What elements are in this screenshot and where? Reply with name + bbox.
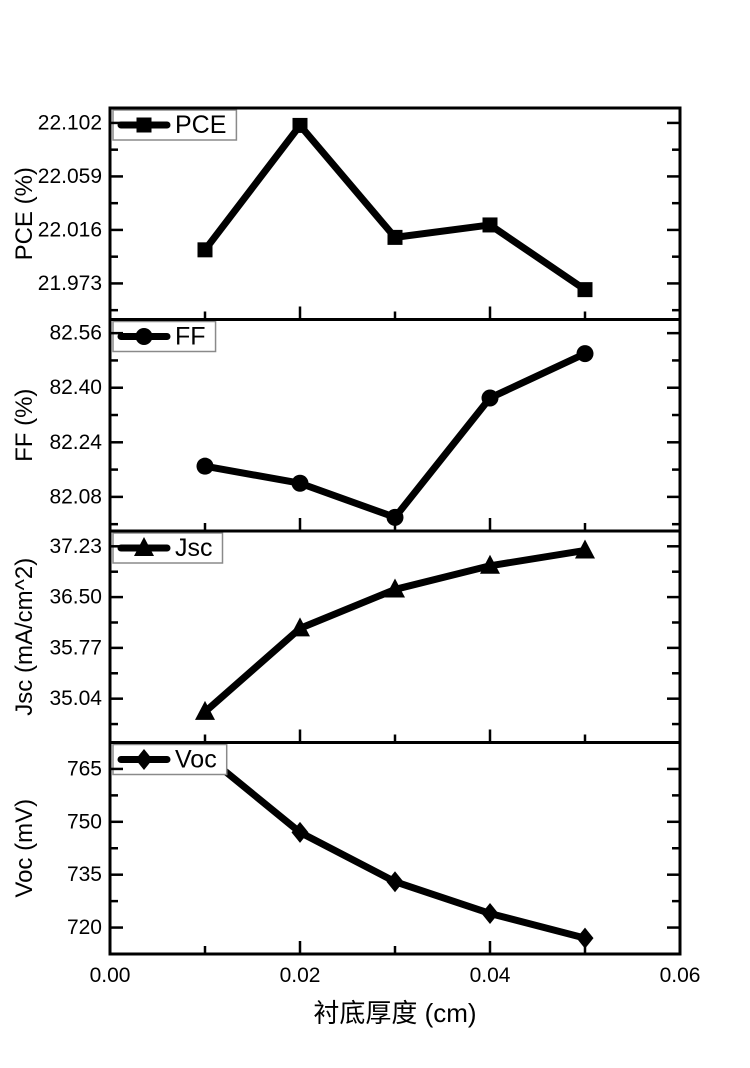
- jsc-data-point: [290, 617, 310, 637]
- jsc-legend-marker: [134, 537, 154, 556]
- pce-data-point: [387, 229, 403, 245]
- jsc-data-point: [480, 554, 500, 574]
- jsc-legend-label: Jsc: [175, 534, 213, 562]
- x-axis-title: 衬底厚度 (cm): [313, 998, 476, 1028]
- voc-legend: Voc: [112, 743, 228, 776]
- jsc-y-tick-label: 35.04: [49, 687, 102, 710]
- ff-legend: FF: [112, 320, 217, 353]
- ff-data-point: [386, 508, 404, 526]
- pce-data-point: [292, 117, 308, 133]
- ff-data-point: [481, 389, 499, 407]
- pce-axis-title: PCE (%): [11, 167, 38, 260]
- voc-data-point: [386, 871, 404, 893]
- pce-data-point: [197, 242, 213, 258]
- jsc-axis-title: Jsc (mA/cm^2): [11, 558, 38, 716]
- panel-jsc: Jsc 35.04 35.77 36.50 37.23 Jsc (mA/cm^2): [11, 529, 682, 744]
- jsc-y-tick-label: 37.23: [49, 535, 102, 558]
- jsc-y-tick-label: 36.50: [49, 586, 102, 609]
- pce-y-tick-label: 22.102: [38, 111, 102, 134]
- x-tick-label: 0.04: [470, 964, 511, 987]
- ff-y-tick-label: 82.24: [49, 431, 102, 454]
- ff-y-tick-label: 82.56: [49, 322, 102, 345]
- ff-legend-label: FF: [175, 323, 206, 351]
- pce-legend: PCE: [112, 109, 238, 141]
- jsc-data-point: [195, 700, 215, 720]
- ff-y-tick-label: 82.40: [49, 376, 102, 399]
- jsc-data-point: [575, 539, 595, 559]
- ff-y-tick-label: 82.08: [49, 485, 102, 508]
- ff-data-point: [576, 345, 594, 363]
- voc-y-tick-label: 735: [67, 863, 102, 886]
- jsc-legend: Jsc: [112, 532, 224, 564]
- pce-y-tick-label: 21.973: [38, 272, 102, 295]
- pce-data-point: [482, 217, 498, 233]
- voc-legend-marker: [135, 749, 153, 770]
- panel-voc: Voc 720 735 750 765 Voc (mV): [11, 741, 682, 956]
- jsc-data-point: [385, 578, 405, 598]
- voc-data-point: [576, 927, 594, 949]
- voc-data-point: [291, 821, 309, 843]
- pce-legend-marker: [136, 117, 152, 133]
- voc-y-tick-label: 750: [67, 810, 102, 833]
- jsc-y-tick-label: 35.77: [49, 636, 102, 659]
- voc-axis-title: Voc (mV): [11, 799, 38, 898]
- pce-y-tick-label: 22.016: [38, 218, 102, 241]
- ff-data-point: [291, 474, 309, 492]
- voc-legend-label: Voc: [175, 746, 217, 774]
- ff-data-point: [196, 457, 214, 475]
- voc-data-point: [481, 902, 499, 924]
- x-tick-label: 0.06: [660, 964, 701, 987]
- voc-y-tick-label: 720: [67, 916, 102, 939]
- pce-data-point: [577, 282, 593, 298]
- ff-axis-title: FF (%): [11, 389, 38, 462]
- x-tick-label: 0.02: [280, 964, 321, 987]
- voc-y-tick-label: 765: [67, 757, 102, 780]
- x-tick-label: 0.00: [90, 964, 131, 987]
- panel-pce: PCE 21.973 22.016 22.059 22.102 PCE (%): [11, 106, 682, 321]
- ff-legend-marker: [135, 328, 153, 345]
- panel-ff: FF 82.08 82.24 82.40 82.56 FF (%): [11, 318, 682, 533]
- pce-y-tick-label: 22.059: [38, 165, 102, 188]
- pce-legend-label: PCE: [175, 111, 226, 139]
